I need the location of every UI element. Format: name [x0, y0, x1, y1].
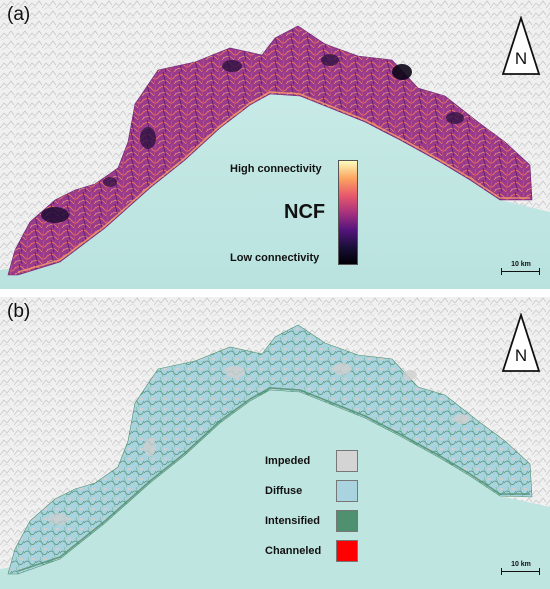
ncf-map — [0, 0, 550, 289]
legend-title: NCF — [284, 201, 326, 223]
north-arrow: N — [501, 312, 541, 373]
ncf-color-ramp — [338, 160, 358, 265]
legend-swatch — [336, 450, 358, 472]
legend-item-intensified: Intensified — [262, 510, 362, 532]
class-legend: Impeded Diffuse Intensified Channeled — [262, 450, 372, 580]
scale-bar-line — [501, 268, 540, 275]
legend-item-channeled: Channeled — [262, 540, 362, 562]
legend-item-label: Diffuse — [265, 485, 303, 497]
legend-swatch — [336, 510, 358, 532]
legend-low-label: Low connectivity — [230, 252, 320, 264]
panel-a-ncf-map: (a) N High connectivity NCF Low connecti… — [0, 0, 550, 289]
north-arrow-label: N — [514, 49, 528, 68]
legend-high-label: High connectivity — [230, 163, 322, 175]
north-arrow-icon — [501, 15, 541, 75]
legend-item-label: Intensified — [265, 515, 321, 527]
legend-item-label: Channeled — [265, 545, 322, 557]
classification-map — [0, 297, 550, 589]
ncf-legend: High connectivity NCF Low connectivity — [228, 157, 368, 267]
panel-b-classification-map: (b) N Impeded Diffuse Intensified Channe… — [0, 297, 550, 589]
scale-bar-label: 10 km — [511, 561, 531, 568]
panel-a-label: (a) — [7, 4, 31, 25]
legend-swatch — [336, 540, 358, 562]
scale-bar-line — [501, 568, 540, 575]
north-arrow-label: N — [514, 346, 528, 365]
north-arrow: N — [501, 15, 541, 76]
panel-b-label: (b) — [7, 301, 31, 322]
scale-bar-label: 10 km — [511, 261, 531, 268]
legend-item-label: Impeded — [265, 455, 311, 467]
legend-item-impeded: Impeded — [262, 450, 362, 472]
north-arrow-icon — [501, 312, 541, 372]
scale-bar: 10 km — [501, 261, 541, 279]
legend-swatch — [336, 480, 358, 502]
legend-item-diffuse: Diffuse — [262, 480, 362, 502]
scale-bar: 10 km — [501, 561, 541, 579]
